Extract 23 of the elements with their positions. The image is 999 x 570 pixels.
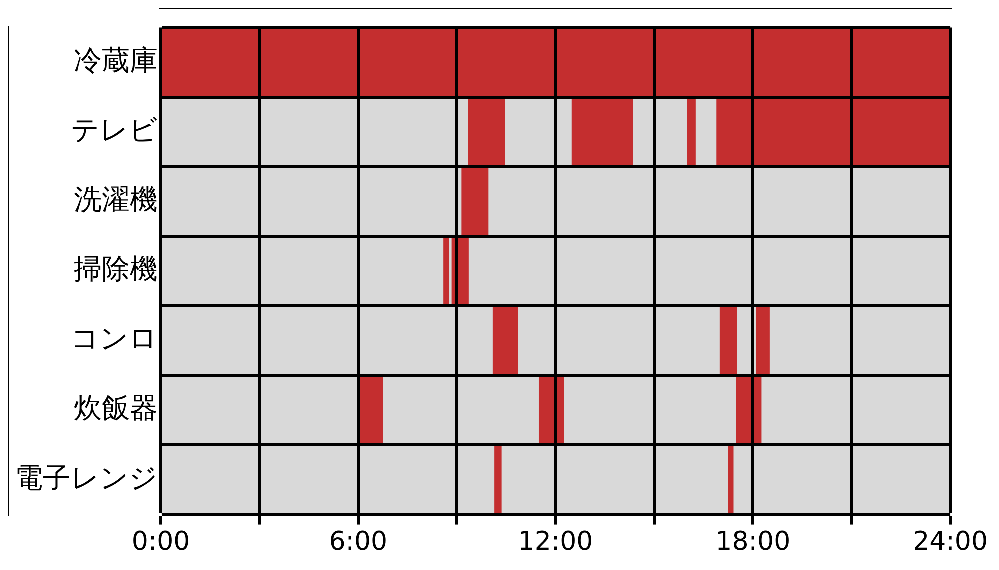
bar — [494, 444, 502, 515]
bar — [687, 97, 696, 168]
y-tick-label: 電子レンジ — [15, 461, 158, 494]
bar — [462, 166, 489, 237]
x-tick-label: 0:00 — [132, 527, 190, 558]
y-tick-label: 炊飯器 — [74, 392, 158, 425]
x-tick-label: 12:00 — [518, 527, 594, 558]
x-tick-label: 6:00 — [329, 527, 388, 558]
x-tick-label: 24:00 — [913, 527, 988, 558]
bar — [728, 444, 734, 515]
y-tick-label: 掃除機 — [74, 252, 158, 286]
x-tick-label: 18:00 — [716, 527, 791, 558]
bar — [572, 97, 634, 168]
bar — [444, 236, 450, 306]
y-tick-label: 冷蔵庫 — [74, 44, 158, 77]
bar — [468, 97, 506, 168]
y-tick-label: コンロ — [71, 322, 158, 356]
y-tick-label: テレビ — [71, 113, 158, 146]
bar — [492, 306, 518, 376]
bar — [756, 306, 770, 376]
bar — [720, 306, 738, 376]
y-tick-label: 洗濯機 — [74, 183, 158, 216]
bar — [716, 97, 951, 168]
